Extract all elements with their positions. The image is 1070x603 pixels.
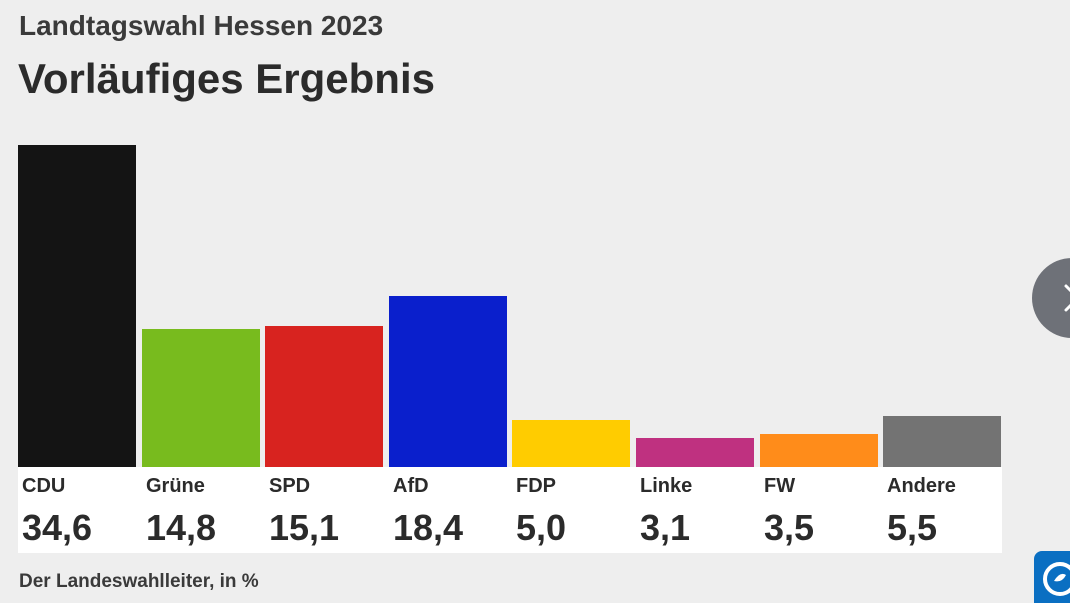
category-label: FW — [764, 475, 796, 497]
bar-grüne — [142, 329, 260, 467]
source-note: Der Landeswahlleiter, in % — [19, 571, 259, 592]
bar-fw — [760, 434, 878, 467]
bar-fdp — [512, 420, 630, 467]
chart-title: Vorläufiges Ergebnis — [18, 55, 435, 102]
value-label: 14,8 — [146, 507, 217, 548]
value-label: 5,5 — [887, 507, 938, 548]
value-label: 34,6 — [22, 507, 93, 548]
category-label: AfD — [393, 475, 429, 497]
value-label: 3,1 — [640, 507, 691, 548]
category-label: CDU — [22, 475, 66, 497]
label-strip — [18, 467, 1002, 553]
value-label: 18,4 — [393, 507, 464, 548]
value-label: 5,0 — [516, 507, 567, 548]
ard-logo — [1034, 551, 1070, 603]
category-label: SPD — [269, 475, 311, 497]
chart-subtitle: Landtagswahl Hessen 2023 — [19, 10, 384, 41]
bar-afd — [389, 296, 507, 467]
bar-spd — [265, 326, 383, 467]
bar-cdu — [18, 145, 136, 467]
category-label: Linke — [640, 475, 693, 497]
category-label: Grüne — [146, 475, 205, 497]
bar-linke — [636, 438, 754, 467]
bar-andere — [883, 416, 1001, 467]
category-label: FDP — [516, 475, 556, 497]
category-label: Andere — [887, 475, 956, 497]
value-label: 15,1 — [269, 507, 340, 548]
value-label: 3,5 — [764, 507, 815, 548]
